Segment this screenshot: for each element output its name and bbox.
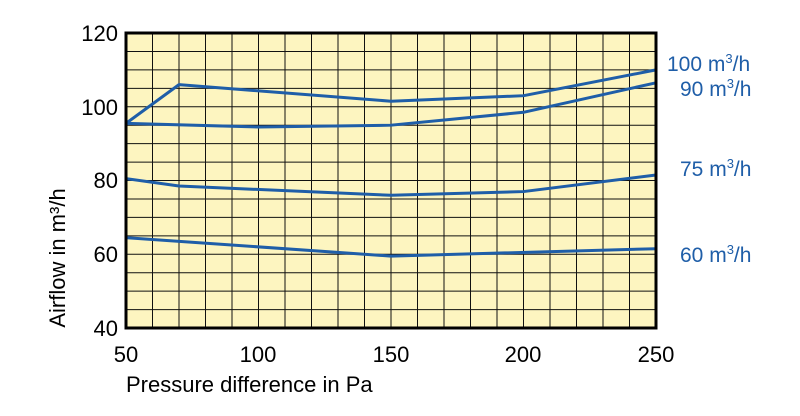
series-label-90: 90 m3/h	[680, 76, 751, 101]
x-tick-label: 100	[240, 342, 277, 367]
grid-lines	[126, 33, 656, 328]
series-line-1	[125, 81, 657, 129]
y-tick-label: 40	[94, 316, 118, 341]
series-label-60: 60 m3/h	[680, 242, 751, 267]
series-line-3	[125, 236, 657, 258]
plot-border	[124, 31, 658, 330]
x-tick-label: 250	[638, 342, 675, 367]
y-tick-label: 80	[94, 168, 118, 193]
x-tick-label: 150	[373, 342, 410, 367]
y-tick-labels: 40 60 80 100 120	[81, 21, 118, 341]
y-axis-title: Airflow in m³/h	[45, 188, 70, 327]
y-tick-label: 100	[81, 95, 118, 120]
series-labels: 100 m3/h 90 m3/h 75 m3/h 60 m3/h	[667, 51, 751, 267]
y-tick-label: 60	[94, 242, 118, 267]
x-axis-title: Pressure difference in Pa	[126, 372, 373, 397]
x-tick-label: 50	[114, 342, 138, 367]
series-label-100: 100 m3/h	[667, 51, 750, 76]
x-tick-label: 200	[505, 342, 542, 367]
series-lines	[125, 68, 657, 258]
series-line-0	[125, 68, 657, 125]
y-tick-label: 120	[81, 21, 118, 46]
series-line-2	[125, 173, 657, 197]
series-label-75: 75 m3/h	[680, 156, 751, 181]
x-tick-labels: 50 100 150 200 250	[114, 342, 675, 367]
